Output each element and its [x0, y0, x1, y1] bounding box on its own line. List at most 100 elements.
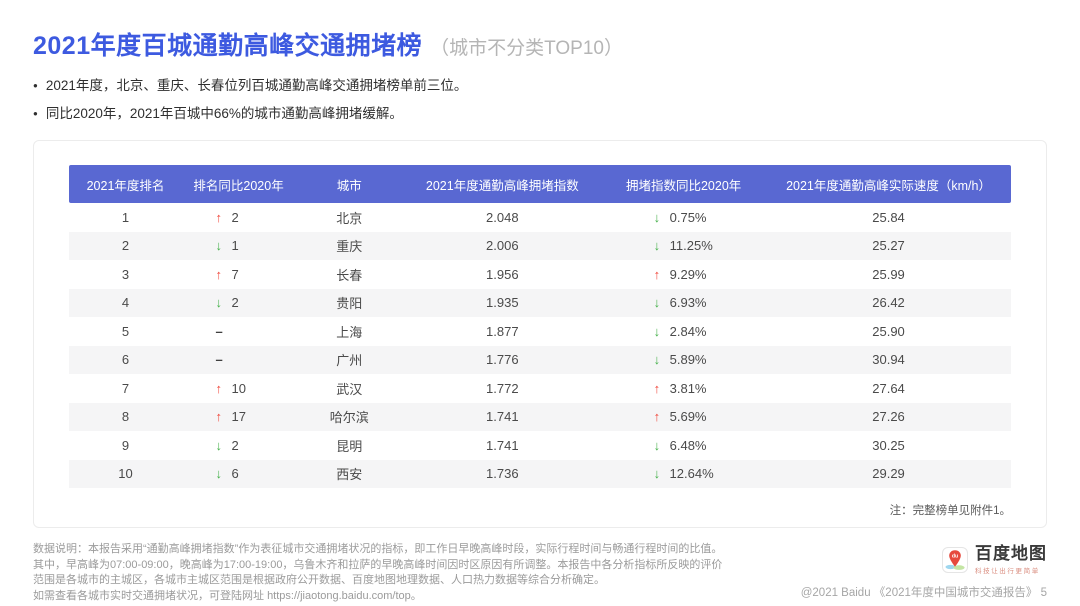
city-cell: 贵阳 [295, 289, 403, 318]
col-header-index-change: 拥堵指数同比2020年 [601, 165, 766, 203]
index-down-arrow-icon: ↓ [654, 438, 670, 453]
logo-tagline: 科技让出行更简单 [975, 565, 1040, 575]
table-row: 5–上海1.877↓2.84%25.90 [69, 317, 1011, 346]
baidu-maps-logo: du 百度地图 科技让出行更简单 [942, 545, 1047, 575]
city-cell: 广州 [295, 346, 403, 375]
rank-down-arrow-icon: ↓ [216, 466, 232, 481]
rank-change-value: 10 [232, 381, 246, 396]
index-change-cell: ↓6.93% [601, 289, 766, 318]
index-change-cell: ↓0.75% [601, 203, 766, 232]
speed-cell: 25.90 [766, 317, 1011, 346]
index-cell: 2.048 [403, 203, 601, 232]
rank-change-cell: ↑2 [182, 203, 295, 232]
rank-cell: 4 [69, 289, 182, 318]
rank-cell: 2 [69, 232, 182, 261]
city-cell: 昆明 [295, 431, 403, 460]
rank-up-arrow-icon: ↑ [216, 381, 232, 396]
logo-wordmark: 百度地图 [975, 545, 1047, 563]
rank-change-cell: – [182, 346, 295, 375]
index-change-value: 6.48% [670, 438, 707, 453]
table-row: 7↑10武汉1.772↑3.81%27.64 [69, 374, 1011, 403]
rank-change-cell: ↓2 [182, 289, 295, 318]
bullet-text: 同比2020年，2021年百城中66%的城市通勤高峰拥堵缓解。 [46, 100, 403, 128]
rank-change-value: 2 [232, 210, 239, 225]
table-body: 1↑2北京2.048↓0.75%25.842↓1重庆2.006↓11.25%25… [69, 203, 1011, 488]
index-down-arrow-icon: ↓ [654, 210, 670, 225]
bullet-line: ● 同比2020年，2021年百城中66%的城市通勤高峰拥堵缓解。 [33, 100, 1047, 128]
table-row: 8↑17哈尔滨1.741↑5.69%27.26 [69, 403, 1011, 432]
city-cell: 重庆 [295, 232, 403, 261]
index-change-cell: ↓6.48% [601, 431, 766, 460]
page-subtitle: （城市不分类TOP10） [430, 33, 623, 60]
col-header-speed: 2021年度通勤高峰实际速度（km/h） [766, 165, 1011, 203]
rank-change-value: 17 [232, 409, 246, 424]
table-row: 4↓2贵阳1.935↓6.93%26.42 [69, 289, 1011, 318]
traffic-site-link[interactable]: https://jiaotong.baidu.com/top [267, 590, 411, 602]
no-change-dash-icon: – [216, 324, 232, 339]
index-change-value: 9.29% [670, 267, 707, 282]
link-line-suffix: 。 [411, 590, 422, 602]
bullet-line: ● 2021年度，北京、重庆、长春位列百城通勤高峰交通拥堵榜单前三位。 [33, 72, 1047, 100]
index-change-value: 3.81% [670, 381, 707, 396]
speed-cell: 26.42 [766, 289, 1011, 318]
index-change-cell: ↓11.25% [601, 232, 766, 261]
summary-bullets: ● 2021年度，北京、重庆、长春位列百城通勤高峰交通拥堵榜单前三位。 ● 同比… [33, 72, 1047, 128]
index-cell: 1.776 [403, 346, 601, 375]
col-header-rank: 2021年度排名 [69, 165, 182, 203]
index-change-value: 5.89% [670, 352, 707, 367]
index-down-arrow-icon: ↓ [654, 324, 670, 339]
rank-change-cell: ↓1 [182, 232, 295, 261]
rank-change-cell: ↑17 [182, 403, 295, 432]
index-up-arrow-icon: ↑ [654, 381, 670, 396]
rank-cell: 8 [69, 403, 182, 432]
col-header-rank-change: 排名同比2020年 [182, 165, 295, 203]
table-header: 2021年度排名 排名同比2020年 城市 2021年度通勤高峰拥堵指数 拥堵指… [69, 165, 1011, 203]
index-up-arrow-icon: ↑ [654, 409, 670, 424]
city-cell: 西安 [295, 460, 403, 489]
no-change-dash-icon: – [216, 352, 232, 367]
ranking-table-card: 2021年度排名 排名同比2020年 城市 2021年度通勤高峰拥堵指数 拥堵指… [33, 140, 1047, 528]
rank-change-cell: ↓2 [182, 431, 295, 460]
city-cell: 北京 [295, 203, 403, 232]
rank-change-cell: ↑10 [182, 374, 295, 403]
rank-cell: 6 [69, 346, 182, 375]
page-number: 5 [1041, 587, 1047, 599]
report-page: 2021年度百城通勤高峰交通拥堵榜 （城市不分类TOP10） ● 2021年度，… [0, 0, 1080, 604]
city-cell: 上海 [295, 317, 403, 346]
link-line-prefix: 如需查看各城市实时交通拥堵状况，可登陆网址 [33, 590, 267, 602]
index-change-value: 5.69% [670, 409, 707, 424]
speed-cell: 30.94 [766, 346, 1011, 375]
data-description: 数据说明：本报告采用“通勤高峰拥堵指数”作为表征城市交通拥堵状况的指标，即工作日… [33, 542, 733, 604]
rank-change-cell: ↓6 [182, 460, 295, 489]
index-cell: 1.741 [403, 403, 601, 432]
col-header-index: 2021年度通勤高峰拥堵指数 [403, 165, 601, 203]
col-header-city: 城市 [295, 165, 403, 203]
rank-cell: 10 [69, 460, 182, 489]
table-row: 10↓6西安1.736↓12.64%29.29 [69, 460, 1011, 489]
index-change-cell: ↑3.81% [601, 374, 766, 403]
index-up-arrow-icon: ↑ [654, 267, 670, 282]
rank-cell: 1 [69, 203, 182, 232]
speed-cell: 25.99 [766, 260, 1011, 289]
index-cell: 2.006 [403, 232, 601, 261]
index-down-arrow-icon: ↓ [654, 352, 670, 367]
index-cell: 1.772 [403, 374, 601, 403]
rank-cell: 3 [69, 260, 182, 289]
speed-cell: 25.27 [766, 232, 1011, 261]
rank-up-arrow-icon: ↑ [216, 267, 232, 282]
bullet-dot-icon: ● [33, 100, 38, 128]
index-change-cell: ↓12.64% [601, 460, 766, 489]
svg-text:du: du [952, 554, 958, 560]
index-down-arrow-icon: ↓ [654, 295, 670, 310]
city-cell: 武汉 [295, 374, 403, 403]
rank-change-cell: – [182, 317, 295, 346]
rank-change-value: 1 [232, 238, 239, 253]
speed-cell: 29.29 [766, 460, 1011, 489]
index-cell: 1.935 [403, 289, 601, 318]
speed-cell: 27.26 [766, 403, 1011, 432]
copyright-line: @2021 Baidu 《2021年度中国城市交通报告》 5 [801, 584, 1047, 600]
table-row: 2↓1重庆2.006↓11.25%25.27 [69, 232, 1011, 261]
index-change-cell: ↓2.84% [601, 317, 766, 346]
index-cell: 1.956 [403, 260, 601, 289]
logo-text-column: 百度地图 科技让出行更简单 [975, 545, 1047, 575]
